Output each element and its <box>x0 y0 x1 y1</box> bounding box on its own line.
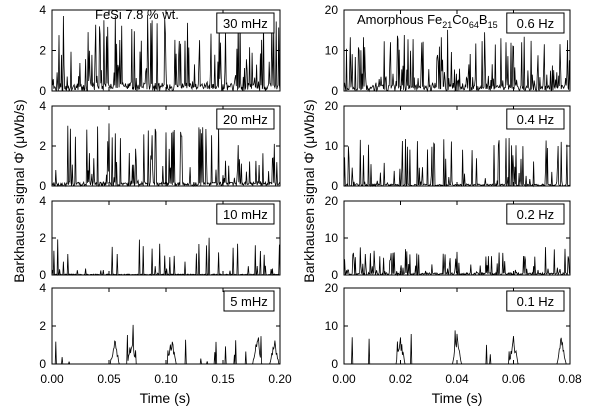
right-panel-4: 0 10 20 0.1 Hz <box>325 281 571 371</box>
y-tick-label: 10 <box>325 231 339 245</box>
x-tick-label: 0.00 <box>332 372 356 386</box>
left-chart: FeSi 7.8 % wt. Barkhausen signal Φ̇ (μWb… <box>11 3 292 406</box>
y-tick-label: 10 <box>325 139 339 153</box>
x-tick-label: 0.10 <box>154 372 178 386</box>
y-tick-label: 20 <box>325 281 339 295</box>
frequency-label-box <box>223 290 275 312</box>
frequency-label: 0.2 Hz <box>517 207 555 222</box>
frequency-label-box <box>506 203 565 225</box>
left-x-tick-labels: 0.00 0.05 0.10 0.15 0.20 <box>40 372 292 386</box>
right-x-axis-label: Time (s) <box>432 390 483 406</box>
signal-trace <box>343 247 571 277</box>
y-tick-label: 2 <box>39 231 46 245</box>
left-x-axis-label: Time (s) <box>140 390 191 406</box>
x-tick-label: 0.00 <box>40 372 64 386</box>
y-tick-label: 0 <box>331 179 338 193</box>
frequency-label: 5 mHz <box>230 294 268 309</box>
y-tick-label: 0 <box>331 84 338 98</box>
left-panel-4: 0 2 4 5 mHz <box>39 281 281 371</box>
right-chart-title: Amorphous Fe21Co64B15 <box>357 12 498 30</box>
signal-trace <box>51 123 281 188</box>
signal-trace <box>51 237 281 277</box>
right-chart: Amorphous Fe21Co64B15 Barkhausen signal … <box>301 3 582 406</box>
left-panels: 0 2 4 30 mHz 0 2 4 20 mHz 0 2 4 10 mHz 0 2 4 5 mHz <box>39 3 281 371</box>
right-x-tick-labels: 0.00 0.02 0.04 0.06 0.08 <box>332 372 582 386</box>
y-tick-label: 2 <box>39 319 46 333</box>
y-tick-label: 20 <box>325 194 339 208</box>
left-panel-2: 0 2 4 20 mHz <box>39 99 281 193</box>
left-panel-3: 0 2 4 10 mHz <box>39 194 281 282</box>
y-tick-label: 0 <box>39 84 46 98</box>
title-text: B <box>479 12 488 27</box>
frequency-label-box <box>506 290 565 312</box>
y-tick-label: 0 <box>331 357 338 371</box>
x-tick-label: 0.05 <box>97 372 121 386</box>
left-chart-title: FeSi 7.8 % wt. <box>95 7 179 22</box>
y-tick-label: 10 <box>325 319 339 333</box>
frequency-label-box <box>216 12 275 34</box>
x-tick-label: 0.06 <box>502 372 526 386</box>
y-tick-label: 2 <box>39 44 46 58</box>
signal-trace <box>343 29 571 93</box>
signal-trace <box>343 137 571 188</box>
title-text: Co <box>452 12 469 27</box>
right-panel-2: 0 10 20 0.4 Hz <box>325 99 571 193</box>
frequency-label: 0.6 Hz <box>517 16 555 31</box>
y-tick-label: 20 <box>325 3 339 17</box>
y-tick-label: 10 <box>325 44 339 58</box>
right-panel-3: 0 10 20 0.2 Hz <box>325 194 571 282</box>
right-panel-1: 0 10 20 0.6 Hz <box>325 3 571 98</box>
x-tick-label: 0.02 <box>389 372 413 386</box>
x-tick-label: 0.08 <box>558 372 582 386</box>
signal-trace <box>344 330 570 365</box>
frequency-label-box <box>506 108 565 130</box>
y-tick-label: 0 <box>39 357 46 371</box>
frequency-label: 30 mHz <box>223 16 268 31</box>
frequency-label-box <box>216 108 275 130</box>
title-text: Amorphous Fe <box>357 12 442 27</box>
signal-trace <box>51 14 281 92</box>
right-y-axis-label: Barkhausen signal Φ̇ (μWb/s) <box>301 99 317 282</box>
left-y-axis-label: Barkhausen signal Φ̇ (μWb/s) <box>11 99 27 282</box>
y-tick-label: 0 <box>39 268 46 282</box>
y-tick-label: 4 <box>39 281 46 295</box>
title-subscript: 15 <box>488 20 498 30</box>
x-tick-label: 0.04 <box>445 372 469 386</box>
frequency-label-box <box>506 12 565 34</box>
x-tick-label: 0.15 <box>211 372 235 386</box>
title-subscript: 21 <box>442 20 452 30</box>
y-tick-label: 4 <box>39 3 46 17</box>
frequency-label: 0.1 Hz <box>517 294 555 309</box>
frequency-label: 10 mHz <box>223 207 268 222</box>
y-tick-label: 4 <box>39 99 46 113</box>
x-tick-label: 0.20 <box>268 372 292 386</box>
title-subscript: 64 <box>469 20 479 30</box>
frequency-label: 0.4 Hz <box>517 112 555 127</box>
y-tick-label: 2 <box>39 139 46 153</box>
right-panels: 0 10 20 0.6 Hz 0 10 20 0.4 Hz 0 10 20 0.2 Hz 0 10 20 0.… <box>325 3 571 371</box>
left-panel-1: 0 2 4 30 mHz <box>39 3 281 98</box>
frequency-label-box <box>216 203 275 225</box>
frequency-label: 20 mHz <box>223 112 268 127</box>
signal-trace <box>52 324 280 365</box>
y-tick-label: 4 <box>39 194 46 208</box>
y-tick-label: 20 <box>325 99 339 113</box>
y-tick-label: 0 <box>39 179 46 193</box>
y-tick-label: 0 <box>331 268 338 282</box>
